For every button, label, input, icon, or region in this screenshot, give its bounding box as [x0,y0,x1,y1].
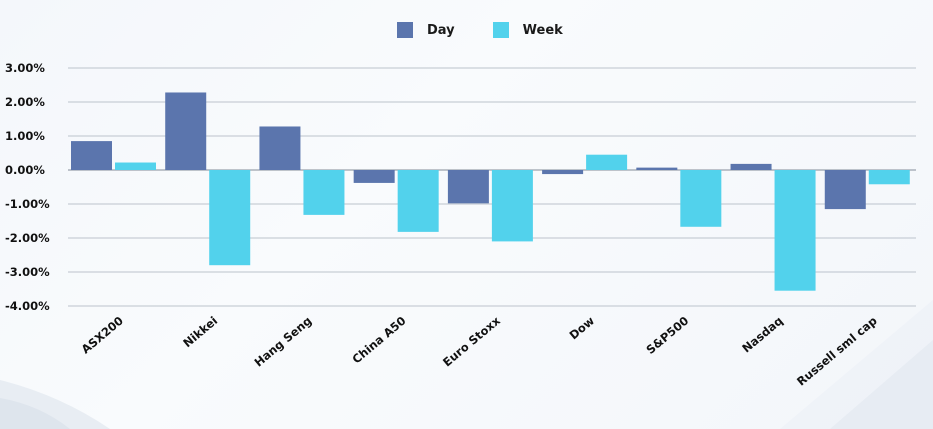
y-tick-label: 0.00% [5,163,45,177]
bar-day [165,92,207,170]
x-tick-label: Hang Seng [252,314,315,370]
x-tick-label: Dow [567,313,598,342]
y-tick-label: -3.00% [5,265,50,279]
x-tick-label: Russell sml cap [794,314,880,389]
bar-week [868,170,910,185]
y-tick-label: 2.00% [5,95,45,109]
y-tick-label: 3.00% [5,61,45,75]
legend-label-week: Week [522,22,563,38]
bar-day [824,170,866,210]
bar-week [586,154,628,170]
bar-week [209,170,251,266]
bar-week [774,170,816,291]
legend-swatch-day [397,22,413,38]
bar-day [447,170,489,204]
x-tick-label: S&P500 [643,314,691,357]
bar-day [71,141,112,170]
y-tick-label: -1.00% [5,197,50,211]
bar-week [680,170,722,227]
legend-item-day: Day [397,22,455,38]
bar-day [353,170,395,183]
bar-week [115,162,156,170]
bar-day [259,126,301,170]
bar-week [303,170,345,215]
bar-day [636,167,678,170]
bar-week [397,170,439,232]
x-tick-label: China A50 [349,314,408,367]
x-tick-label: ASX200 [79,314,126,357]
legend-label-day: Day [427,22,455,38]
y-tick-label: 1.00% [5,129,45,143]
y-tick-label: -2.00% [5,231,50,245]
legend-item-week: Week [492,22,563,38]
legend: Day Week [397,22,601,38]
y-tick-label: -4.00% [5,299,50,313]
x-tick-label: Euro Stoxx [440,313,503,369]
bar-day [730,163,772,170]
bar-day [542,170,584,175]
x-tick-label: Nikkei [180,314,220,351]
legend-swatch-week [492,22,509,38]
x-tick-label: Nasdaq [739,314,785,356]
bar-week [491,170,533,242]
